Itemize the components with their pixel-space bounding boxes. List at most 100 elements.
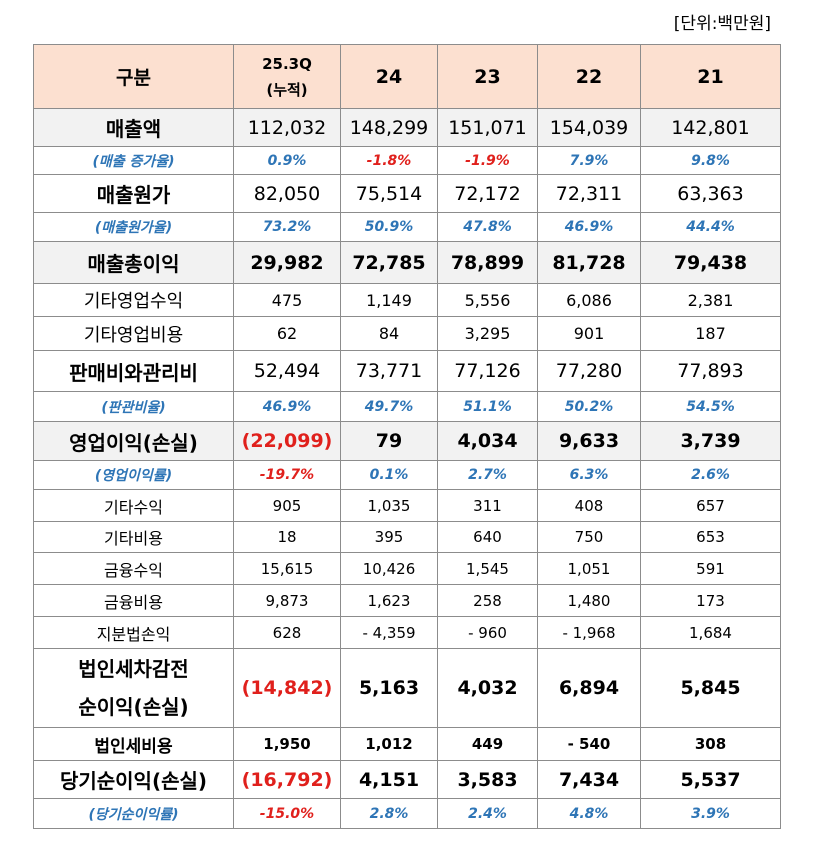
value-cell: 628 [233,616,341,649]
row-label: 매출총이익 [33,241,234,284]
value-cell: 10,426 [340,552,438,585]
row-label: (매출원가율) [33,212,234,242]
row-label: 매출액 [33,108,234,147]
ratio-row: (영업이익률) -19.7% 0.1% 2.7% 6.3% 2.6% [33,460,781,490]
value-cell: 3,295 [437,316,538,351]
value-cell: 51.1% [437,391,538,422]
value-cell: 6.3% [537,460,641,490]
value-cell: 50.2% [537,391,641,422]
row-label: 당기순이익(손실) [33,760,234,799]
data-row: 금융수익 15,615 10,426 1,545 1,051 591 [33,552,781,585]
value-cell: 7,434 [537,760,641,799]
value-cell: 44.4% [640,212,781,242]
value-cell: 79,438 [640,241,781,284]
value-cell: 750 [537,521,641,553]
value-cell: 1,012 [340,727,438,761]
value-cell: 395 [340,521,438,553]
value-cell: 5,845 [640,648,781,728]
value-cell: -1.9% [437,146,538,175]
value-cell: 4,034 [437,421,538,461]
data-row: 법인세차감전 순이익(손실) (14,842) 5,163 4,032 6,894 5,84… [33,648,781,728]
value-cell: 475 [233,283,341,317]
value-cell: 112,032 [233,108,341,147]
ratio-row: (당기순이익률) -15.0% 2.8% 2.4% 4.8% 3.9% [33,798,781,829]
data-row: 금융비용 9,873 1,623 258 1,480 173 [33,584,781,617]
header-cell: 23 [437,44,538,109]
value-cell: 15,615 [233,552,341,585]
data-row: 판매비와관리비 52,494 73,771 77,126 77,280 77,893 [33,350,781,392]
data-row: 기타영업비용 62 84 3,295 901 187 [33,316,781,351]
value-cell: 1,149 [340,283,438,317]
value-cell: 1,684 [640,616,781,649]
row-label: (판관비율) [33,391,234,422]
value-cell: 1,950 [233,727,341,761]
value-cell: 3,739 [640,421,781,461]
header-cell: 21 [640,44,781,109]
value-cell: 1,051 [537,552,641,585]
value-cell: 72,172 [437,174,538,213]
data-row: 당기순이익(손실) (16,792) 4,151 3,583 7,434 5,537 [33,760,781,799]
row-label: 영업이익(손실) [33,421,234,461]
value-cell: 84 [340,316,438,351]
value-cell: 77,280 [537,350,641,392]
value-cell: 6,894 [537,648,641,728]
value-cell: 73,771 [340,350,438,392]
value-cell: 258 [437,584,538,617]
row-label-line: 순이익(손실) [78,695,189,719]
ratio-row: (매출원가율) 73.2% 50.9% 47.8% 46.9% 44.4% [33,212,781,242]
header-line: (누적) [266,80,308,99]
income-table: 구분 25.3Q (누적) 24 23 22 21 매출액 112,032 148,299 151,… [33,44,781,829]
row-label-line: 법인세차감전 [78,657,189,681]
value-cell: 47.8% [437,212,538,242]
value-cell: 4,151 [340,760,438,799]
value-cell: 901 [537,316,641,351]
value-cell: - 4,359 [340,616,438,649]
value-cell: 187 [640,316,781,351]
row-label: 기타영업비용 [33,316,234,351]
value-cell: 0.1% [340,460,438,490]
value-cell: - 540 [537,727,641,761]
value-cell: 77,126 [437,350,538,392]
value-cell: (22,099) [233,421,341,461]
row-label: (당기순이익률) [33,798,234,829]
value-cell: 6,086 [537,283,641,317]
value-cell: 591 [640,552,781,585]
value-cell: - 960 [437,616,538,649]
data-row: 영업이익(손실) (22,099) 79 4,034 9,633 3,739 [33,421,781,461]
data-row: 법인세비용 1,950 1,012 449- 540 308 [33,727,781,761]
value-cell: 81,728 [537,241,641,284]
value-cell: 9.8% [640,146,781,175]
data-row: 지분법손익 628- 4,359- 960- 1,968 1,684 [33,616,781,649]
value-cell: 5,537 [640,760,781,799]
unit-note: [단위:백만원] [673,14,771,34]
data-row: 기타수익 905 1,035 311 408 657 [33,489,781,522]
ratio-row: (판관비율) 46.9% 49.7% 51.1% 50.2% 54.5% [33,391,781,422]
ratio-row: (매출 증가율) 0.9% -1.8% -1.9% 7.9% 9.8% [33,146,781,175]
value-cell: (14,842) [233,648,341,728]
header-cell: 24 [340,44,438,109]
value-cell: 1,623 [340,584,438,617]
value-cell: 408 [537,489,641,522]
header-cell: 22 [537,44,641,109]
value-cell: 2.4% [437,798,538,829]
value-cell: 29,982 [233,241,341,284]
value-cell: 2.6% [640,460,781,490]
value-cell: 148,299 [340,108,438,147]
data-row: 매출총이익 29,982 72,785 78,899 81,728 79,438 [33,241,781,284]
value-cell: 4,032 [437,648,538,728]
value-cell: 49.7% [340,391,438,422]
value-cell: -1.8% [340,146,438,175]
value-cell: 2.7% [437,460,538,490]
row-label: (영업이익률) [33,460,234,490]
row-label: 기타수익 [33,489,234,522]
value-cell: 2.8% [340,798,438,829]
value-cell: 73.2% [233,212,341,242]
value-cell: 54.5% [640,391,781,422]
row-label: 판매비와관리비 [33,350,234,392]
value-cell: 77,893 [640,350,781,392]
header-row: 구분 25.3Q (누적) 24 23 22 21 [33,44,781,109]
value-cell: 4.8% [537,798,641,829]
value-cell: 142,801 [640,108,781,147]
row-label: 지분법손익 [33,616,234,649]
